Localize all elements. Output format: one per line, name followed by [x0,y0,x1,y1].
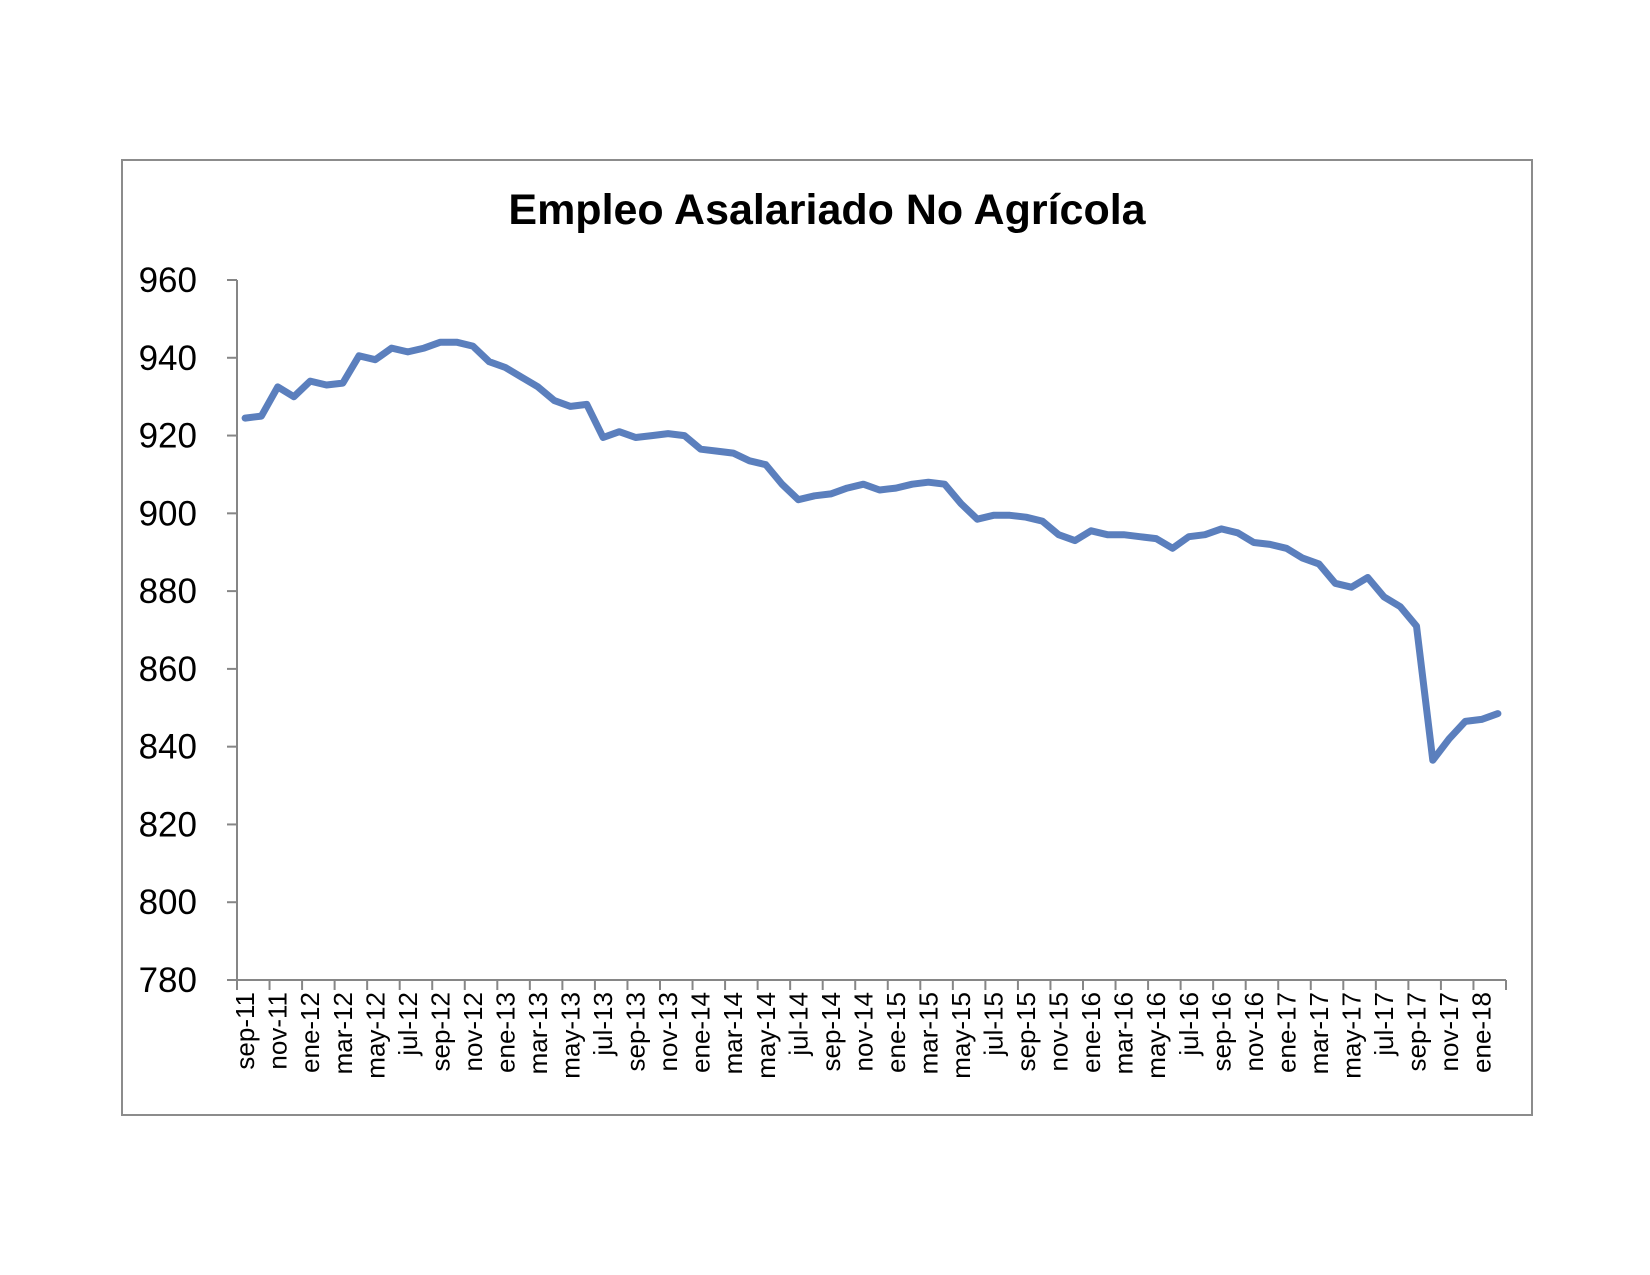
x-tick-label: nov-17 [1434,992,1464,1072]
x-tick-label: jul-14 [783,992,813,1057]
x-tick-label: may-15 [946,992,976,1079]
x-tick-label: may-12 [360,992,390,1079]
x-tick-label: sep-13 [621,992,651,1072]
series-group [241,338,1502,764]
x-tick-label: jul-12 [393,992,423,1057]
y-tick-label: 800 [139,883,197,922]
x-tick-label: ene-15 [881,992,911,1073]
x-tick-label: sep-14 [816,992,846,1072]
x-tick-label: mar-13 [523,992,553,1074]
x-tick-label: mar-14 [718,992,748,1074]
x-tick-label: ene-18 [1467,992,1497,1073]
x-tick-label: jul-15 [979,992,1009,1057]
y-tick-label: 900 [139,494,197,533]
x-tick-label: may-14 [751,992,781,1079]
x-tick-label: nov-12 [458,992,488,1072]
x-tick-label: sep-12 [425,992,455,1072]
x-tick-label: nov-14 [848,992,878,1072]
x-tick-label: ene-16 [1076,992,1106,1073]
x-tick-label: mar-15 [913,992,943,1074]
x-tick-label: ene-13 [490,992,520,1073]
y-tick-label: 960 [139,261,197,300]
x-tick-label: jul-17 [1369,992,1399,1057]
x-tick-label: ene-14 [686,992,716,1073]
y-tick-label: 820 [139,805,197,844]
x-tick-label: sep-16 [1206,992,1236,1072]
y-tick-label: 840 [139,728,197,767]
x-tick-label: ene-17 [1271,992,1301,1073]
x-tick-label: sep-11 [230,992,260,1070]
x-tick-label: nov-13 [653,992,683,1072]
y-tick-label: 920 [139,417,197,456]
x-tick-label: sep-15 [1011,992,1041,1072]
x-tick-label: may-17 [1336,992,1366,1079]
y-tick-label: 780 [139,961,197,1000]
series-line-0 [241,338,1502,764]
x-axis: sep-11 nov-11 ene-12 mar-12 may-12 jul-12 sep-… [230,979,1507,1079]
chart-frame: Empleo Asalariado No Agrícola [121,159,1533,1116]
y-tick-label: 880 [139,572,197,611]
x-tick-label: mar-16 [1109,992,1139,1074]
y-axis: 780 800 820 840 860 880 900 920 940 960 [139,261,238,1000]
x-tick-label: may-13 [556,992,586,1079]
x-tick-label: nov-15 [1044,992,1074,1072]
x-tick-label: jul-16 [1174,992,1204,1057]
x-tick-label: nov-16 [1239,992,1269,1072]
x-tick-label: jul-13 [588,992,618,1057]
x-tick-label: mar-17 [1304,992,1334,1074]
x-tick-label: nov-11 [263,992,293,1070]
chart-title: Empleo Asalariado No Agrícola [508,186,1146,234]
x-tick-label: sep-17 [1402,992,1432,1072]
x-tick-label: ene-12 [295,992,325,1073]
x-tick-label: may-16 [1141,992,1171,1079]
y-tick-label: 860 [139,650,197,689]
x-tick-label: mar-12 [328,992,358,1074]
y-tick-label: 940 [139,339,197,378]
